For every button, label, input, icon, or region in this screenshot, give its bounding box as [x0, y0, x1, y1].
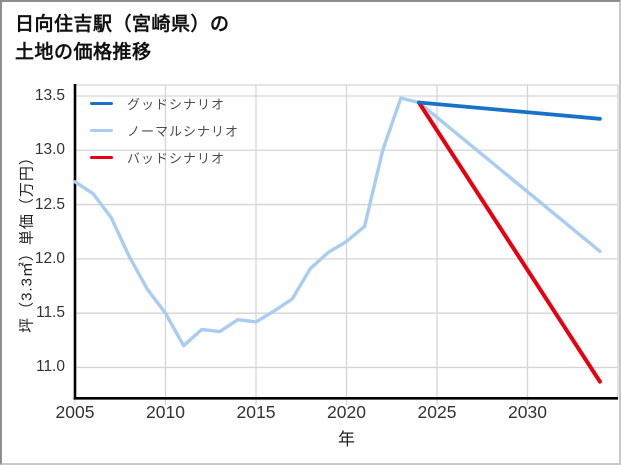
- series-line-normal: [73, 96, 602, 348]
- legend-item-normal: ノーマルシナリオ: [90, 117, 239, 144]
- y-tick-label: 12.0: [34, 249, 65, 267]
- y-tick-label: 13.5: [34, 86, 65, 104]
- chart-title-line1: 日向住吉駅（宮崎県）の: [15, 14, 230, 35]
- x-tick-label: 2005: [55, 402, 95, 422]
- legend-swatch-good: [90, 101, 113, 106]
- x-tick-label: 2025: [417, 402, 457, 422]
- series-line-bad: [416, 100, 602, 384]
- legend-item-good: グッドシナリオ: [90, 90, 239, 117]
- x-tick-label: 2015: [236, 402, 276, 422]
- legend-item-bad: バッドシナリオ: [90, 144, 239, 171]
- legend: グッドシナリオ ノーマルシナリオ バッドシナリオ: [90, 90, 239, 171]
- y-tick-label: 11.5: [35, 304, 65, 322]
- series-line-good: [416, 100, 602, 121]
- x-tick-label: 2010: [146, 402, 185, 422]
- legend-label-normal: ノーマルシナリオ: [127, 124, 240, 139]
- legend-label-bad: バッドシナリオ: [127, 151, 226, 166]
- y-tick-label: 12.5: [34, 195, 65, 213]
- chart-title: 日向住吉駅（宮崎県）の 土地の価格推移: [15, 11, 230, 67]
- legend-swatch-bad: [90, 155, 113, 160]
- x-tick-label: 2020: [327, 402, 366, 422]
- y-tick-label: 11.0: [35, 358, 65, 376]
- legend-swatch-normal: [90, 128, 113, 133]
- y-tick-label: 13.0: [34, 141, 65, 159]
- x-tick-label: 2030: [508, 402, 547, 422]
- chart-title-line2: 土地の価格推移: [15, 42, 152, 63]
- legend-label-good: グッドシナリオ: [127, 97, 226, 112]
- x-axis-label: 年: [338, 430, 355, 449]
